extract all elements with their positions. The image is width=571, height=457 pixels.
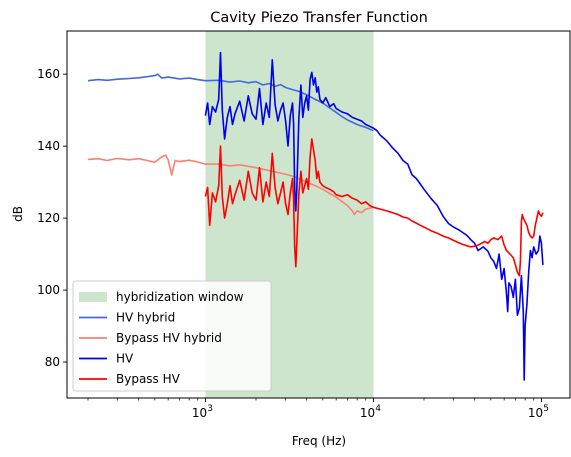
series-line-bypass-hv	[204, 138, 544, 277]
x-tick-exponent: 3	[207, 404, 213, 414]
x-tick-exponent: 4	[375, 404, 381, 414]
chart-title: Cavity Piezo Transfer Function	[210, 10, 428, 26]
x-axis: 103 104 105	[87, 398, 549, 420]
y-axis: 80 100 120 140 160	[37, 67, 67, 369]
y-tick-label: 80	[45, 355, 60, 369]
series-line-bypass-hv-hybrid	[87, 154, 374, 216]
x-tick-exponent: 5	[543, 404, 549, 414]
y-tick-label: 120	[37, 211, 60, 225]
x-tick-label: 104	[360, 404, 381, 420]
y-tick-label: 160	[37, 67, 60, 81]
y-axis-label: dB	[11, 206, 25, 222]
y-tick-label: 100	[37, 283, 60, 297]
legend-label: HV	[116, 352, 134, 366]
series-layer	[87, 51, 544, 381]
series-line-hv	[204, 51, 544, 381]
axes-frame	[66, 30, 571, 399]
y-tick-label: 140	[37, 139, 60, 153]
legend-label: hybridization window	[116, 290, 244, 304]
x-tick-label: 105	[528, 404, 549, 420]
x-axis-label: Freq (Hz)	[292, 434, 346, 448]
legend-label: Bypass HV	[116, 372, 181, 386]
legend-label: HV hybrid	[116, 311, 175, 325]
series-line-hv-hybrid	[87, 73, 374, 132]
legend: hybridization window HV hybrid Bypass HV h…	[72, 280, 272, 392]
legend-label: Bypass HV hybrid	[116, 331, 222, 345]
x-tick-label: 103	[192, 404, 213, 420]
legend-swatch-hybridization-window	[79, 292, 107, 302]
legend-box	[72, 280, 272, 392]
